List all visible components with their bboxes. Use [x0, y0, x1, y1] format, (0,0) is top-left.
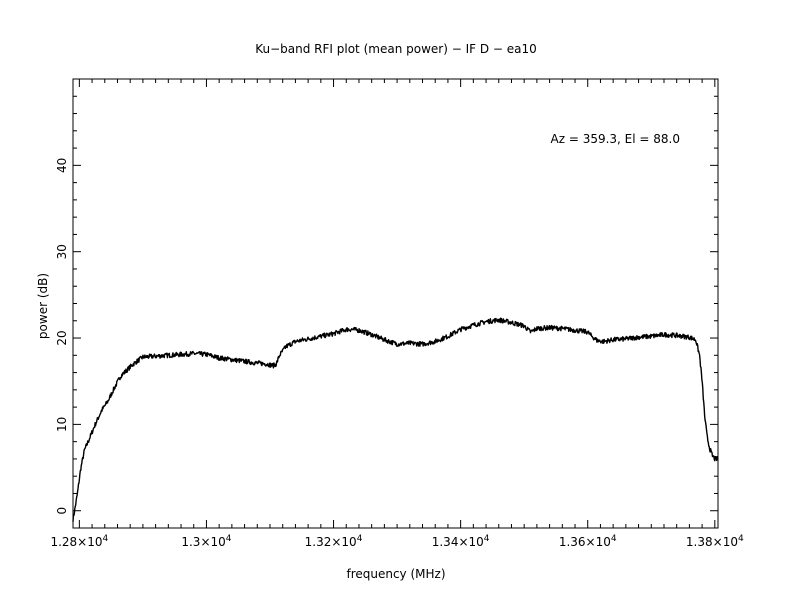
az-el-annotation: Az = 359.3, El = 88.0 — [551, 132, 681, 146]
x-tick-label: 1.28×104 — [50, 534, 108, 549]
y-tick-label: 0 — [55, 507, 69, 515]
series-line — [72, 317, 719, 522]
ticks-layer: 1.28×104 1.3×104 1.32×104 1.34×104 1.36×104 1… — [50, 78, 744, 549]
chart-title: Ku−band RFI plot (mean power) − IF D − e… — [255, 42, 537, 56]
x-tick-label: 1.38×104 — [686, 534, 744, 549]
series-layer — [72, 317, 719, 522]
y-axis-label: power (dB) — [36, 273, 50, 339]
x-axis-label: frequency (MHz) — [346, 567, 445, 581]
x-tick-label: 1.32×104 — [305, 534, 363, 549]
y-tick-label: 10 — [55, 417, 69, 432]
x-tick-label: 1.34×104 — [432, 534, 490, 549]
y-tick-label: 30 — [55, 244, 69, 259]
y-tick-label: 20 — [55, 330, 69, 345]
x-tick-label: 1.36×104 — [559, 534, 617, 549]
x-tick-label: 1.3×104 — [181, 534, 231, 549]
y-tick-label: 40 — [55, 158, 69, 173]
